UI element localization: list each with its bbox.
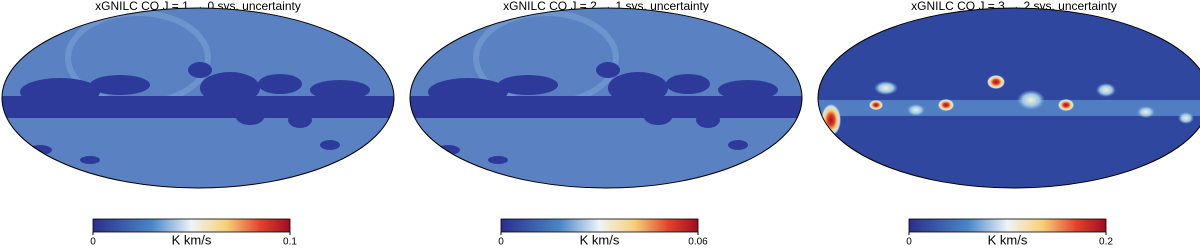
map-region [258,74,302,94]
map-region [436,145,460,155]
map-region [608,72,668,104]
map-region [666,74,710,94]
map-region [188,62,212,78]
map-background [818,8,1200,188]
colorbar-tick-label: 0 [498,237,504,247]
map-region [1096,83,1116,97]
map-region [728,140,748,150]
map-region [428,78,508,106]
colorbar-tick-label: 0 [906,237,912,247]
map-region [596,62,620,78]
map-region [938,99,954,111]
map-region [643,105,673,125]
colorbar-tick-label: 0.2 [1099,237,1113,247]
map-region [1137,106,1155,118]
map-region [907,104,925,116]
colorbar-label: K km/s [172,232,212,247]
map-region [869,100,883,110]
map-title: xGNILC CO J = 2 → 1 sys. uncertainty [503,0,709,13]
colorbar [500,218,699,233]
map-region [874,81,898,95]
map-region [310,80,370,100]
map-outline [1,7,395,189]
sky-map [818,8,1200,188]
sky-map [410,8,802,188]
map-region [488,156,508,164]
map-region [1017,90,1045,110]
colorbar-tick-label: 0 [90,237,96,247]
map-region [696,112,720,128]
map-region [1058,99,1074,111]
colorbar-tick-label: 0.06 [688,237,708,247]
map-region [200,72,260,104]
map-title: xGNILC CO J = 3 → 2 sys. uncertainty [911,0,1117,13]
map-region [288,112,312,128]
map-region [80,156,100,164]
map-region [320,140,340,150]
map-region [235,105,265,125]
map-outline [409,7,803,189]
colorbar [908,218,1107,233]
map-region [20,78,100,106]
map-region [28,145,52,155]
colorbar-label: K km/s [988,232,1028,247]
map-region [987,75,1005,89]
map-outline [817,7,1200,189]
map-region [1178,112,1194,124]
map-region [498,75,558,95]
colorbar-label: K km/s [580,232,620,247]
sky-map [2,8,394,188]
colorbar-tick-label: 0.1 [283,237,297,247]
map-title: xGNILC CO J = 1 → 0 sys. uncertainty [95,0,301,13]
map-region [718,80,778,100]
map-region [90,75,150,95]
colorbar [92,218,291,233]
